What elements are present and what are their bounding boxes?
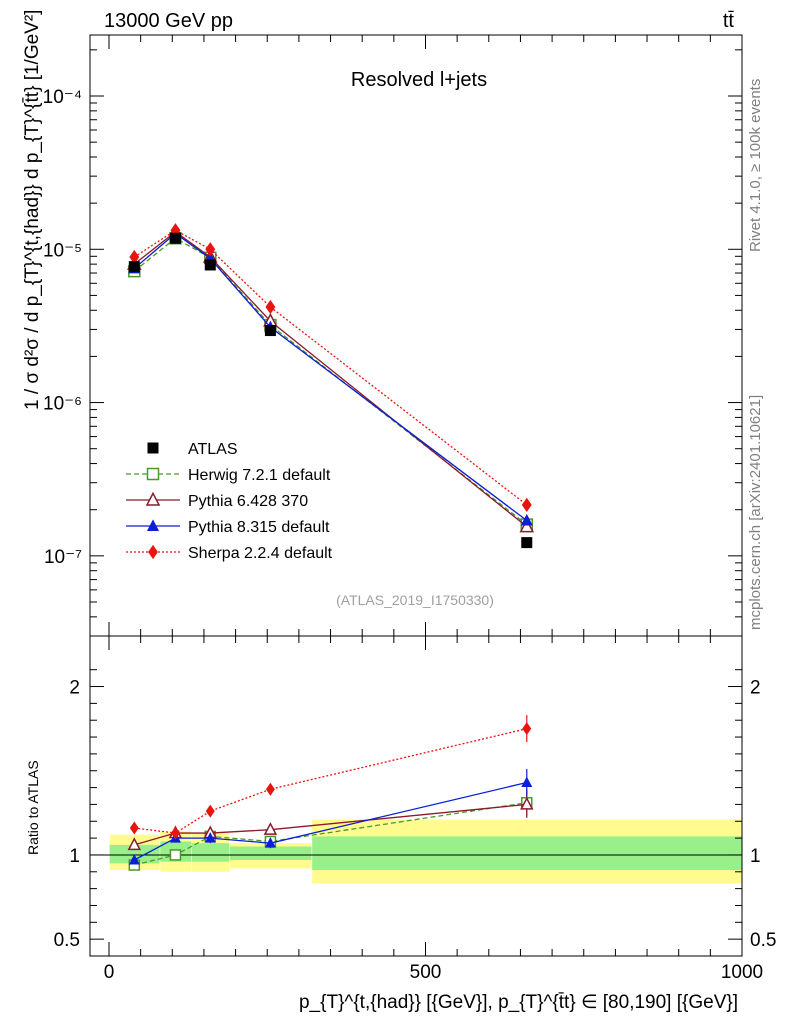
main-y-tick-label: 10⁻⁵ bbox=[43, 240, 82, 261]
analysis-tag: (ATLAS_2019_I1750330) bbox=[336, 592, 494, 608]
data-point bbox=[128, 261, 140, 273]
ratio-point bbox=[520, 796, 534, 810]
data-point bbox=[204, 259, 216, 271]
legend-marker bbox=[146, 519, 160, 531]
main-series-layer bbox=[127, 223, 535, 549]
legend-marker bbox=[148, 544, 158, 560]
data-point bbox=[520, 513, 533, 526]
ratio-bands-layer bbox=[109, 819, 742, 884]
ratio-y-tick-label: 1 bbox=[69, 846, 80, 867]
data-point bbox=[519, 518, 535, 533]
legend-label: Pythia 8.315 default bbox=[188, 519, 330, 536]
legend-marker bbox=[145, 491, 161, 506]
legend-marker bbox=[146, 467, 160, 481]
ratio-point bbox=[263, 822, 278, 835]
data-point bbox=[265, 299, 276, 315]
ratio-frame bbox=[89, 635, 743, 957]
uncertainty-band-green bbox=[229, 846, 312, 860]
legend-label: Pythia 6.428 370 bbox=[188, 493, 308, 510]
ratio-point bbox=[128, 854, 140, 865]
ratio-point bbox=[521, 776, 533, 788]
chart-title: Resolved l+jets bbox=[351, 69, 487, 91]
ratio-series-layer bbox=[127, 715, 534, 871]
data-point bbox=[205, 242, 216, 257]
ratio-point bbox=[129, 821, 139, 835]
uncertainty-band-green bbox=[191, 843, 230, 862]
ratio-y-tick-label: 2 bbox=[69, 678, 80, 699]
ratio-y-axis: 0.5 0.5 1 1 2 2 bbox=[54, 669, 776, 951]
main-y-tick-label: 10⁻⁶ bbox=[43, 394, 82, 415]
source-label: mcplots.cern.ch [arXiv:2401.10621] bbox=[747, 395, 764, 630]
ratio-point bbox=[170, 826, 180, 840]
ratio-point bbox=[169, 849, 182, 861]
data-point bbox=[129, 249, 140, 265]
ratio-y-tick-label-right: 1 bbox=[750, 846, 761, 867]
ratio-y-tick-label-right: 0.5 bbox=[750, 930, 776, 951]
x-tick-label: 1000 bbox=[721, 962, 763, 983]
data-point bbox=[264, 325, 276, 337]
main-y-axis: 10⁻⁷ 10⁻⁶ 10⁻⁵ 10⁻⁴ bbox=[43, 49, 742, 637]
ratio-point bbox=[265, 782, 275, 796]
data-point bbox=[521, 497, 532, 513]
x-axis-label: p_{T}^{t,{had}} [{GeV}], p_{T}^{t̄t} ∈ [… bbox=[299, 992, 738, 1013]
ratio-point bbox=[127, 837, 142, 851]
legend: ATLAS Herwig 7.2.1 default Pythia 6.428 37… bbox=[126, 441, 333, 562]
ratio-y-tick-label-right: 2 bbox=[750, 678, 761, 699]
ratio-y-tick-label: 0.5 bbox=[54, 930, 80, 951]
ratio-point bbox=[522, 722, 532, 736]
legend-label: ATLAS bbox=[188, 441, 238, 458]
ratio-y-axis-label: Ratio to ATLAS bbox=[25, 760, 41, 855]
series-line-4 bbox=[133, 229, 528, 506]
rivet-label: Rivet 4.1.0, ≥ 100k events bbox=[747, 79, 764, 252]
main-y-tick-label: 10⁻⁴ bbox=[43, 87, 82, 108]
uncertainty-band-green bbox=[109, 844, 160, 864]
ratio-line-3 bbox=[134, 727, 527, 834]
uncertainty-band-green bbox=[312, 836, 742, 871]
ratio-x-axis: 0 500 1000 bbox=[104, 636, 763, 983]
x-tick-label: 0 bbox=[104, 962, 115, 983]
x-tick-label: 500 bbox=[410, 962, 442, 983]
energy-label: 13000 GeV pp bbox=[104, 10, 233, 32]
ratio-point bbox=[264, 837, 276, 848]
legend-marker bbox=[147, 442, 159, 454]
ratio-point bbox=[204, 832, 216, 843]
main-y-tick-label: 10⁻⁷ bbox=[44, 547, 82, 568]
data-point bbox=[169, 232, 181, 244]
main-x-axis bbox=[108, 35, 743, 636]
legend-label: Herwig 7.2.1 default bbox=[188, 467, 331, 484]
main-panel: 10⁻⁷ 10⁻⁶ 10⁻⁵ 10⁻⁴ Resolved l+jets (ATLAS_… bbox=[22, 10, 743, 637]
main-y-axis-label: 1 / σ d²σ / d p_{T}^{t,{had}} d p_{T}^{t… bbox=[22, 10, 43, 410]
ratio-panel: 0.5 0.5 1 1 2 2 0 500 1000 Ratio to ATLAS p_{T}… bbox=[25, 635, 776, 1013]
process-label: tt̄ bbox=[723, 10, 735, 32]
legend-label: Sherpa 2.2.4 default bbox=[188, 545, 333, 562]
data-point bbox=[521, 537, 533, 549]
ratio-point bbox=[205, 804, 215, 818]
